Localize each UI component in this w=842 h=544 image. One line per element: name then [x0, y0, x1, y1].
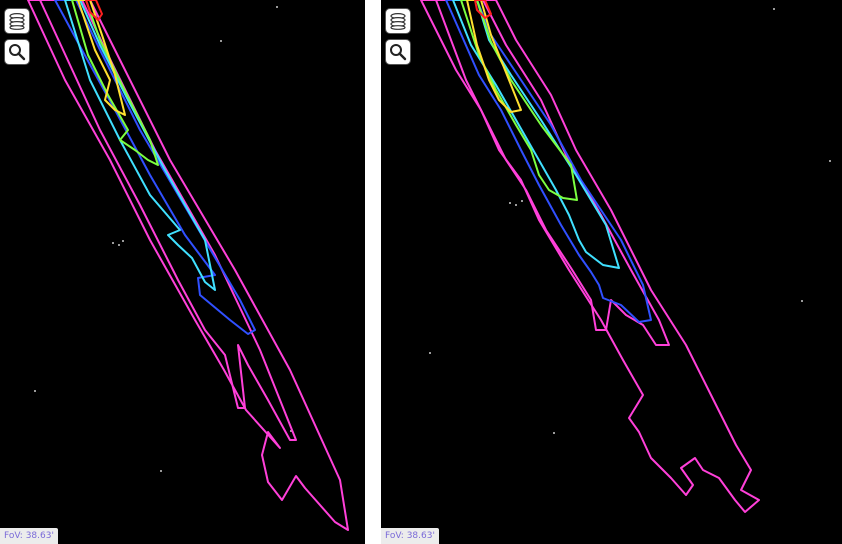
- contour-level-7: [85, 0, 103, 21]
- fov-indicator: FoV: 38.63': [0, 528, 58, 544]
- noise-dot: [276, 6, 278, 8]
- contour-level-2: [39, 0, 297, 441]
- layers-icon: [390, 12, 406, 30]
- fov-indicator: FoV: 38.63': [381, 528, 439, 544]
- noise-dot: [773, 8, 775, 10]
- contour-level-1: [27, 0, 349, 531]
- contour-level-3: [54, 0, 256, 335]
- noise-dot: [160, 470, 162, 472]
- contour-map-right: [420, 0, 831, 513]
- noise-dot: [34, 390, 36, 392]
- contour-map-left: [27, 0, 349, 531]
- contour-level-4: [452, 0, 620, 269]
- contour-level-3: [445, 0, 652, 323]
- layers-button[interactable]: [4, 8, 30, 34]
- noise-dot: [290, 430, 292, 432]
- noise-dot: [112, 242, 114, 244]
- layers-icon: [9, 12, 25, 30]
- fov-label: FoV:: [385, 531, 404, 541]
- search-icon: [9, 44, 26, 61]
- contour-level-1: [420, 0, 760, 513]
- noise-dot: [122, 240, 124, 242]
- noise-dot: [553, 432, 555, 434]
- contour-level-5: [71, 0, 159, 166]
- sky-view-left[interactable]: FoV: 38.63': [0, 0, 365, 544]
- search-icon: [390, 44, 407, 61]
- noise-dot: [220, 40, 222, 42]
- search-button[interactable]: [4, 39, 30, 65]
- layers-button[interactable]: [385, 8, 411, 34]
- noise-dot: [509, 202, 511, 204]
- fov-value: 38.63': [406, 531, 435, 541]
- search-button[interactable]: [385, 39, 411, 65]
- noise-dot: [521, 200, 523, 202]
- noise-dot: [515, 204, 517, 206]
- fov-value: 38.63': [25, 531, 54, 541]
- noise-dot: [829, 160, 831, 162]
- contour-level-5: [460, 0, 578, 201]
- contour-level-7: [474, 0, 492, 19]
- fov-label: FoV:: [4, 531, 23, 541]
- sky-view-right[interactable]: FoV: 38.63': [381, 0, 842, 544]
- noise-dot: [429, 352, 431, 354]
- noise-dot: [118, 244, 120, 246]
- noise-dot: [801, 300, 803, 302]
- contour-level-2: [435, 0, 670, 346]
